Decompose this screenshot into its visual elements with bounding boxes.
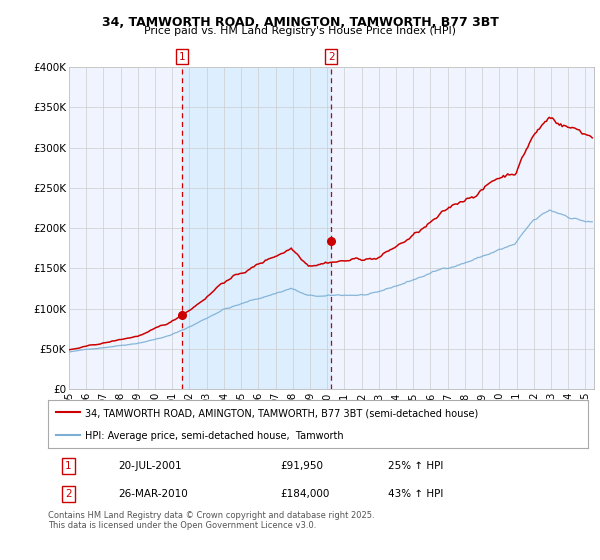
Text: £91,950: £91,950 [280, 461, 323, 472]
Text: Contains HM Land Registry data © Crown copyright and database right 2025.
This d: Contains HM Land Registry data © Crown c… [48, 511, 374, 530]
Text: 20-JUL-2001: 20-JUL-2001 [118, 461, 182, 472]
Text: 43% ↑ HPI: 43% ↑ HPI [388, 489, 443, 499]
Text: 1: 1 [178, 52, 185, 62]
Text: 25% ↑ HPI: 25% ↑ HPI [388, 461, 443, 472]
Bar [182, 67, 331, 389]
Text: £184,000: £184,000 [280, 489, 329, 499]
Text: 26-MAR-2010: 26-MAR-2010 [118, 489, 188, 499]
Text: 2: 2 [65, 489, 72, 499]
Text: HPI: Average price, semi-detached house,  Tamworth: HPI: Average price, semi-detached house,… [85, 431, 343, 441]
Text: 34, TAMWORTH ROAD, AMINGTON, TAMWORTH, B77 3BT (semi-detached house): 34, TAMWORTH ROAD, AMINGTON, TAMWORTH, B… [85, 408, 478, 418]
Text: 34, TAMWORTH ROAD, AMINGTON, TAMWORTH, B77 3BT: 34, TAMWORTH ROAD, AMINGTON, TAMWORTH, B… [101, 16, 499, 29]
Text: Price paid vs. HM Land Registry's House Price Index (HPI): Price paid vs. HM Land Registry's House … [144, 26, 456, 36]
Text: 2: 2 [328, 52, 334, 62]
Text: 1: 1 [65, 461, 72, 472]
